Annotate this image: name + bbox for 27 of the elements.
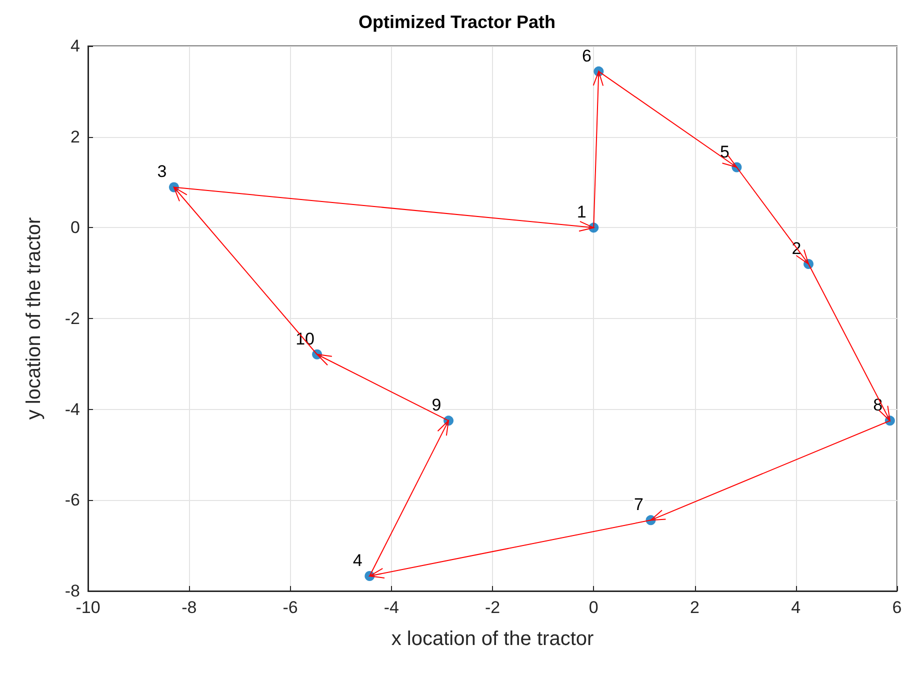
x-tick-label: -6 [282, 598, 298, 617]
y-tick-label: 4 [70, 36, 80, 56]
annotation: 4 [352, 551, 362, 570]
annotation: 9 [432, 396, 442, 415]
annotation: 3 [157, 162, 167, 182]
y-tick-label: -6 [64, 490, 80, 510]
x-tick-label: 2 [690, 598, 700, 617]
x-tick-label: -8 [182, 598, 197, 617]
annotation: 6 [582, 46, 592, 66]
x-tick-label: 6 [892, 598, 902, 617]
annotation: 7 [634, 495, 644, 514]
x-tick-label: 0 [588, 598, 598, 617]
annotation: 8 [873, 396, 883, 415]
y-tick-label: -4 [64, 400, 80, 419]
chart-title: Optimized Tractor Path [358, 12, 556, 32]
y-tick-label: 2 [70, 127, 80, 146]
x-tick-label: -10 [76, 598, 100, 617]
annotation: 1 [576, 202, 586, 222]
y-axis-title: y location of the tractor [23, 217, 45, 420]
x-tick-label: 4 [791, 598, 801, 617]
y-tick-label: 0 [70, 218, 80, 238]
x-axis-title: x location of the tractor [391, 628, 594, 650]
x-tick-label: -4 [384, 598, 399, 617]
x-tick-label: -2 [484, 598, 500, 617]
y-tick-label: -2 [64, 309, 80, 328]
y-tick-label: -8 [64, 582, 80, 600]
annotation: 5 [720, 142, 730, 162]
